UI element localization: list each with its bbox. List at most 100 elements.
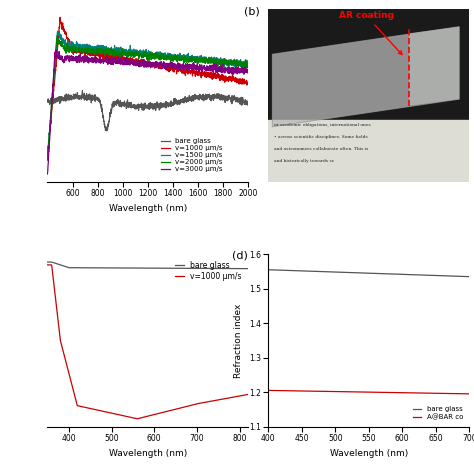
bare glass bbox=[246, 98, 251, 103]
bare glass bbox=[447, 273, 453, 279]
v=3000 μm/s bbox=[45, 171, 50, 177]
v=2000 μm/s bbox=[246, 61, 251, 66]
bare glass bbox=[150, 104, 156, 109]
Legend: bare glass, A@BAR co: bare glass, A@BAR co bbox=[410, 404, 466, 423]
A@BAR co bbox=[447, 391, 453, 396]
bare glass bbox=[113, 102, 118, 108]
Polygon shape bbox=[273, 27, 459, 127]
v=1000 μm/s bbox=[57, 15, 63, 20]
v=1000 μm/s bbox=[112, 56, 118, 62]
Text: or academic obligations, international ones: or academic obligations, international o… bbox=[274, 123, 371, 127]
Line: v=1500 μm/s: v=1500 μm/s bbox=[47, 31, 248, 160]
v=1000 μm/s bbox=[209, 398, 215, 404]
v=2000 μm/s bbox=[132, 52, 137, 57]
bare glass bbox=[45, 98, 50, 104]
v=3000 μm/s bbox=[53, 47, 59, 53]
bare glass bbox=[151, 265, 157, 271]
v=1000 μm/s bbox=[152, 411, 157, 417]
Text: (b): (b) bbox=[244, 6, 260, 16]
v=1000 μm/s bbox=[132, 59, 137, 64]
X-axis label: Wavelength (nm): Wavelength (nm) bbox=[330, 449, 408, 458]
Line: bare glass: bare glass bbox=[47, 91, 248, 131]
bare glass bbox=[138, 265, 144, 271]
Text: • across scientific disciplines. Some fields: • across scientific disciplines. Some fi… bbox=[274, 135, 368, 139]
A@BAR co bbox=[385, 390, 391, 395]
v=1500 μm/s bbox=[155, 53, 160, 58]
X-axis label: Wavelength (nm): Wavelength (nm) bbox=[109, 204, 187, 213]
Line: bare glass: bare glass bbox=[268, 270, 469, 277]
v=1500 μm/s bbox=[55, 28, 61, 34]
v=1000 μm/s bbox=[40, 262, 46, 268]
v=1000 μm/s bbox=[135, 416, 140, 421]
bare glass bbox=[265, 267, 271, 273]
v=1000 μm/s bbox=[72, 47, 77, 53]
Text: (d): (d) bbox=[232, 251, 248, 261]
bare glass bbox=[266, 267, 272, 273]
v=1000 μm/s bbox=[246, 79, 251, 85]
bare glass bbox=[389, 271, 394, 277]
v=3000 μm/s bbox=[79, 57, 84, 63]
Line: v=1000 μm/s: v=1000 μm/s bbox=[43, 265, 248, 419]
v=2000 μm/s bbox=[79, 46, 84, 52]
Text: and historically towards sc: and historically towards sc bbox=[274, 159, 335, 164]
v=1000 μm/s bbox=[138, 415, 144, 421]
v=2000 μm/s bbox=[72, 46, 77, 51]
bare glass bbox=[385, 271, 391, 277]
v=3000 μm/s bbox=[72, 56, 77, 62]
v=2000 μm/s bbox=[55, 33, 60, 38]
v=1500 μm/s bbox=[79, 46, 84, 51]
Polygon shape bbox=[409, 27, 459, 106]
Line: A@BAR co: A@BAR co bbox=[268, 391, 469, 394]
A@BAR co bbox=[389, 390, 394, 395]
A@BAR co bbox=[384, 390, 390, 395]
A@BAR co bbox=[265, 388, 271, 393]
bare glass bbox=[466, 274, 472, 280]
v=1000 μm/s bbox=[155, 60, 160, 66]
bare glass bbox=[132, 104, 138, 110]
bare glass bbox=[40, 259, 46, 265]
Line: v=1000 μm/s: v=1000 μm/s bbox=[47, 18, 248, 158]
Legend: bare glass, v=1000 μm/s, v=1500 μm/s, v=2000 μm/s, v=3000 μm/s: bare glass, v=1000 μm/s, v=1500 μm/s, v=… bbox=[159, 135, 226, 175]
v=1000 μm/s bbox=[241, 392, 246, 398]
v=3000 μm/s bbox=[246, 70, 251, 76]
X-axis label: Wavelength (nm): Wavelength (nm) bbox=[109, 449, 187, 458]
Text: and astronomers collaborate often. This is: and astronomers collaborate often. This … bbox=[274, 147, 369, 151]
v=1000 μm/s bbox=[139, 415, 145, 420]
v=1000 μm/s bbox=[79, 47, 84, 53]
bare glass bbox=[139, 265, 145, 271]
bare glass bbox=[246, 266, 251, 272]
v=2000 μm/s bbox=[150, 51, 156, 56]
bare glass bbox=[78, 92, 84, 98]
bare glass bbox=[155, 103, 160, 109]
bare glass bbox=[104, 128, 109, 134]
Line: v=2000 μm/s: v=2000 μm/s bbox=[47, 36, 248, 160]
bare glass bbox=[240, 266, 246, 272]
bare glass bbox=[384, 271, 390, 277]
bare glass bbox=[80, 88, 85, 93]
v=1000 μm/s bbox=[45, 155, 50, 161]
Y-axis label: Refraction index: Refraction index bbox=[234, 303, 243, 378]
Line: v=3000 μm/s: v=3000 μm/s bbox=[47, 50, 248, 174]
Line: bare glass: bare glass bbox=[43, 262, 248, 269]
v=2000 μm/s bbox=[155, 55, 160, 61]
v=1500 μm/s bbox=[112, 50, 118, 56]
v=2000 μm/s bbox=[112, 49, 118, 55]
v=1000 μm/s bbox=[163, 409, 168, 414]
Legend: bare glass, v=1000 μm/s: bare glass, v=1000 μm/s bbox=[172, 258, 245, 284]
bare glass bbox=[435, 273, 440, 278]
v=3000 μm/s bbox=[112, 57, 118, 63]
v=3000 μm/s bbox=[132, 62, 137, 68]
v=3000 μm/s bbox=[150, 63, 156, 68]
Text: AR coating: AR coating bbox=[339, 11, 402, 55]
v=1000 μm/s bbox=[150, 62, 156, 67]
A@BAR co bbox=[466, 391, 472, 397]
bare glass bbox=[209, 265, 214, 271]
v=1500 μm/s bbox=[72, 45, 77, 50]
v=1500 μm/s bbox=[132, 48, 137, 54]
A@BAR co bbox=[435, 391, 440, 396]
bare glass bbox=[163, 265, 168, 271]
bare glass bbox=[71, 93, 77, 99]
v=1500 μm/s bbox=[246, 62, 251, 68]
v=3000 μm/s bbox=[155, 63, 160, 68]
v=1500 μm/s bbox=[150, 53, 156, 58]
